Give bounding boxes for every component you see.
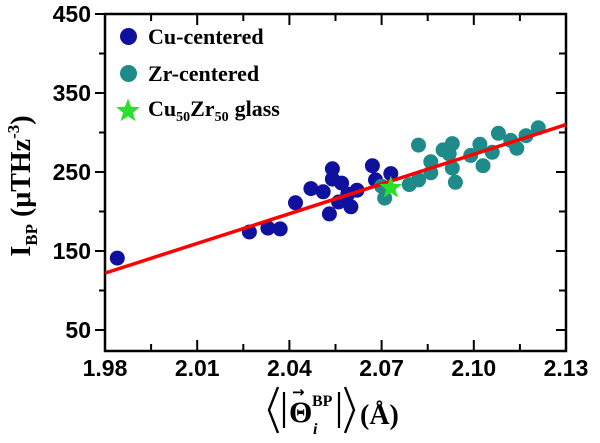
legend-label-cu: Cu-centered [148,23,264,49]
y-tick-label: 150 [53,238,91,264]
zr-centered-point [509,140,525,156]
y-tick-label: 50 [65,317,91,343]
legend-label-glass: Cu50Zr50 glass [148,96,280,126]
x-axis-title: Θ → BP i (Å) [266,382,406,438]
theta-symbol: Θ [289,396,312,429]
cu-centered-point [334,175,350,191]
star-icon [116,98,140,121]
theta-superscript: BP [312,393,333,410]
fit-line [104,122,567,275]
zr-centered-point [411,137,426,153]
cu-marker-cell [112,28,144,45]
x-tick-label: 2.07 [359,355,404,381]
cu-centered-point [303,181,319,197]
y-tick-label: 250 [53,159,91,185]
cu-centered-point [109,250,125,266]
glass-zr: Zr [190,95,215,121]
cu-centered-point [383,166,399,182]
zr-marker-cell [112,65,144,82]
legend-item-glass: Cu50Zr50 glass [112,92,280,129]
cu-dot-icon [119,28,137,45]
y-title-unit-close: ) [6,115,37,125]
zr-centered-point [444,160,460,176]
cu-centered-point [315,184,331,200]
glass-cu-sub: 50 [176,109,191,125]
star-icon-shape [116,98,140,121]
y-tick-label: 450 [53,1,91,27]
cu-centered-point [324,161,340,177]
zr-centered-point [490,125,506,141]
legend: Cu-centered Zr-centered Cu50Zr50 glass [112,18,280,129]
glass-cu: Cu [148,95,177,121]
zr-centered-point [475,158,491,174]
x-axis-title-math: Θ → BP i (Å) [267,383,399,438]
cu-centered-point [364,158,380,174]
legend-item-zr-centered: Zr-centered [112,55,280,92]
cu-centered-point [260,220,276,236]
y-axis-title: IBP (μTHz-3) [4,66,41,306]
zr-dot-icon [119,65,137,82]
cu-centered-point [272,221,288,237]
zr-centered-point [411,172,426,188]
y-title-unit: (μTHz [6,138,37,224]
legend-item-cu-centered: Cu-centered [112,18,280,55]
vector-arrow-icon: → [292,383,305,401]
y-tick-label: 350 [53,80,91,106]
x-tick-label: 2.04 [267,355,312,381]
legend-label-zr: Zr-centered [148,60,260,86]
zr-centered-point [444,136,460,152]
theta-subscript: i [313,421,318,438]
cu-centered-point [343,199,359,215]
zr-centered-point [472,136,488,152]
x-axis-unit: (Å) [360,400,399,431]
y-title-subscript: BP [22,223,41,246]
zr-centered-point [447,174,463,190]
x-tick-label: 2.10 [451,355,496,381]
x-tick-label: 2.01 [175,355,220,381]
x-tick-label: 2.13 [544,355,589,381]
plot-frame [103,12,568,353]
cu-centered-point [288,195,303,211]
glass-word: glass [234,95,280,121]
glass-zr-sub: 50 [214,109,229,125]
glass-marker-cell [112,97,144,125]
y-title-exponent: -3 [4,124,23,139]
cu-centered-point [321,206,337,222]
y-title-symbol: I [6,245,37,257]
right-angle-bracket [343,386,356,434]
glass-star-marker [379,175,403,198]
left-angle-bracket [267,386,280,434]
x-tick-label: 1.98 [83,355,128,381]
